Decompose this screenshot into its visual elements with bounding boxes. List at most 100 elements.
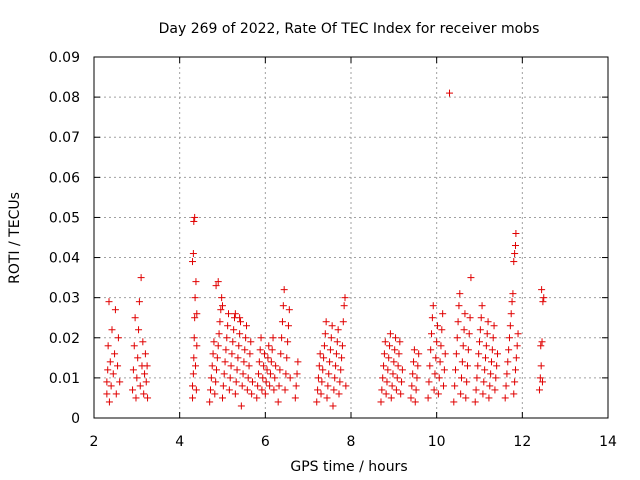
x-tick-label: 8 bbox=[347, 434, 356, 450]
data-point bbox=[394, 362, 402, 370]
data-point bbox=[141, 370, 149, 378]
data-point bbox=[505, 334, 513, 342]
data-point bbox=[333, 338, 341, 346]
y-tick-label: 0.08 bbox=[49, 90, 80, 106]
data-point bbox=[254, 382, 262, 390]
data-point bbox=[247, 338, 255, 346]
data-point bbox=[507, 310, 515, 318]
data-point bbox=[264, 354, 272, 362]
data-point bbox=[191, 294, 199, 302]
data-point bbox=[253, 394, 261, 402]
data-point bbox=[414, 362, 422, 370]
data-point bbox=[457, 390, 465, 398]
data-point bbox=[486, 382, 494, 390]
data-point bbox=[446, 89, 454, 97]
data-point bbox=[282, 370, 290, 378]
data-point bbox=[322, 318, 330, 326]
data-point bbox=[315, 362, 323, 370]
data-point bbox=[262, 378, 270, 386]
data-point bbox=[392, 386, 400, 394]
data-point bbox=[244, 374, 252, 382]
data-point bbox=[107, 382, 115, 390]
data-point bbox=[462, 394, 470, 402]
data-point bbox=[242, 334, 250, 342]
data-point bbox=[464, 362, 472, 370]
data-point bbox=[316, 350, 324, 358]
data-point bbox=[132, 394, 140, 402]
data-point bbox=[219, 302, 226, 310]
data-point bbox=[429, 302, 437, 310]
data-point bbox=[243, 386, 251, 394]
data-point bbox=[395, 350, 403, 358]
data-point bbox=[330, 386, 338, 394]
data-point bbox=[326, 358, 334, 366]
data-point bbox=[390, 358, 398, 366]
data-point bbox=[245, 362, 253, 370]
data-point bbox=[410, 358, 418, 366]
data-point bbox=[434, 390, 442, 398]
data-point bbox=[236, 318, 244, 326]
data-point bbox=[291, 394, 299, 402]
data-point bbox=[228, 350, 236, 358]
data-point bbox=[223, 334, 231, 342]
data-point bbox=[261, 390, 269, 398]
data-point bbox=[384, 366, 392, 374]
data-point bbox=[382, 390, 390, 398]
data-point bbox=[538, 338, 546, 346]
data-point bbox=[116, 378, 124, 386]
y-tick-label: 0 bbox=[71, 411, 80, 427]
data-point bbox=[424, 394, 432, 402]
data-point bbox=[143, 362, 151, 370]
data-point bbox=[274, 398, 282, 406]
data-point bbox=[242, 322, 250, 330]
data-point bbox=[431, 370, 439, 378]
data-point bbox=[480, 378, 488, 386]
data-point bbox=[476, 326, 484, 334]
data-point bbox=[332, 350, 340, 358]
data-point bbox=[248, 390, 256, 398]
data-point bbox=[410, 346, 418, 354]
data-point bbox=[460, 326, 468, 334]
data-point bbox=[111, 350, 119, 358]
data-point bbox=[136, 382, 144, 390]
data-point bbox=[212, 282, 220, 290]
data-point bbox=[503, 370, 511, 378]
data-point bbox=[189, 394, 197, 402]
data-point bbox=[388, 382, 396, 390]
data-point bbox=[488, 346, 496, 354]
data-point bbox=[508, 298, 516, 306]
data-point bbox=[435, 374, 443, 382]
data-point bbox=[393, 374, 401, 382]
data-point bbox=[207, 374, 215, 382]
data-point bbox=[231, 390, 239, 398]
data-point bbox=[538, 378, 546, 386]
data-point bbox=[327, 334, 335, 342]
data-point bbox=[260, 350, 268, 358]
data-point bbox=[217, 306, 225, 314]
data-point bbox=[461, 310, 469, 318]
x-tick-label: 6 bbox=[261, 434, 270, 450]
data-point bbox=[190, 354, 198, 362]
data-point bbox=[108, 326, 116, 334]
data-point bbox=[218, 294, 226, 302]
data-point bbox=[487, 358, 495, 366]
data-point bbox=[510, 390, 518, 398]
y-tick-label: 0.06 bbox=[49, 170, 80, 186]
data-point bbox=[465, 330, 473, 338]
data-point bbox=[387, 394, 395, 402]
data-point bbox=[537, 342, 545, 350]
data-point bbox=[511, 250, 519, 258]
data-point bbox=[427, 346, 435, 354]
data-point bbox=[409, 370, 417, 378]
data-point bbox=[144, 394, 152, 402]
data-point bbox=[536, 374, 544, 382]
data-point bbox=[133, 374, 141, 382]
data-point bbox=[193, 342, 201, 350]
data-point bbox=[275, 382, 283, 390]
data-point bbox=[397, 390, 405, 398]
data-point bbox=[206, 398, 214, 406]
data-point bbox=[511, 366, 519, 374]
data-point bbox=[277, 350, 285, 358]
data-point bbox=[134, 354, 142, 362]
data-point bbox=[192, 386, 200, 394]
